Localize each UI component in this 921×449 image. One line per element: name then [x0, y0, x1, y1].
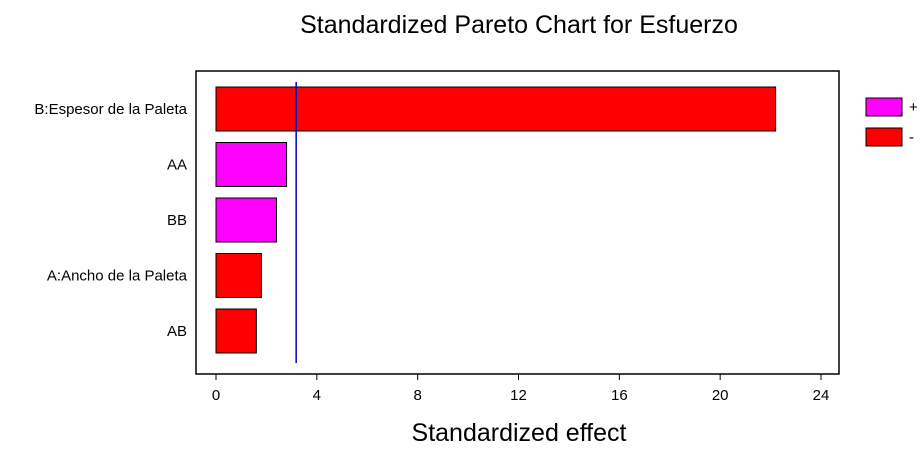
category-label-bb: BB: [167, 212, 187, 229]
category-label-aa: AA: [167, 157, 187, 174]
legend-label-positive: +: [909, 99, 918, 116]
bars-layer: [215, 86, 777, 354]
legend-label-negative: -: [909, 129, 914, 146]
x-tick-label: 4: [313, 387, 321, 404]
x-tick-label: 20: [712, 387, 729, 404]
category-label-b-espesor-de-la-paleta: B:Espesor de la Paleta: [34, 101, 187, 118]
x-tick-label: 0: [212, 387, 220, 404]
x-tick-label: 8: [413, 387, 421, 404]
bar-ab: [215, 308, 257, 354]
chart-title: Standardized Pareto Chart for Esfuerzo: [300, 11, 738, 39]
x-tick-label: 24: [813, 387, 830, 404]
category-label-ab: AB: [167, 323, 187, 340]
x-axis-label: Standardized effect: [412, 419, 627, 447]
legend: +-: [865, 97, 918, 147]
bar-bb: [215, 197, 277, 243]
bar-a-ancho-de-la-paleta: [215, 253, 262, 298]
category-labels: B:Espesor de la Paleta AA BB A:Ancho de la …: [34, 101, 187, 340]
legend-swatch-positive: [865, 97, 903, 117]
bar-b-espesor-de-la-paleta: [215, 86, 777, 132]
bar-aa: [215, 142, 288, 187]
category-label-a-ancho-de-la-paleta: A:Ancho de la Paleta: [47, 268, 188, 285]
x-tick-label: 12: [510, 387, 527, 404]
legend-swatch-negative: [865, 127, 903, 147]
x-axis: 0 4 8 12 16 20 24: [212, 374, 830, 404]
x-tick-label: 16: [611, 387, 628, 404]
